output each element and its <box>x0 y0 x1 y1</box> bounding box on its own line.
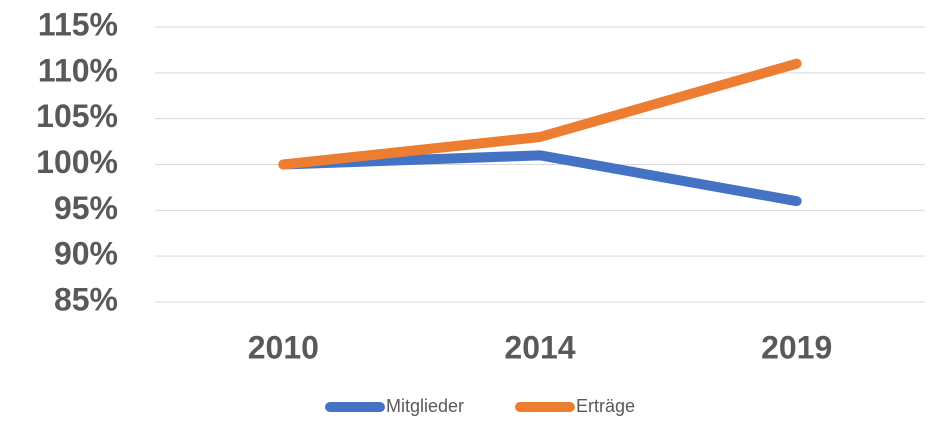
y-tick-label: 85% <box>54 281 118 317</box>
y-tick-label: 95% <box>54 190 118 226</box>
x-tick-label: 2014 <box>504 329 575 365</box>
y-tick-label: 105% <box>36 98 118 134</box>
y-tick-label: 90% <box>54 236 118 272</box>
y-tick-label: 115% <box>38 6 118 42</box>
legend-label: Mitglieder <box>386 396 464 416</box>
y-tick-label: 100% <box>36 144 118 180</box>
y-tick-label: 110% <box>38 52 118 88</box>
line-series <box>278 150 802 207</box>
x-tick-label: 2010 <box>248 329 319 365</box>
legend-label: Erträge <box>576 396 635 416</box>
x-tick-label: 2019 <box>761 329 832 365</box>
line-series <box>278 58 802 170</box>
